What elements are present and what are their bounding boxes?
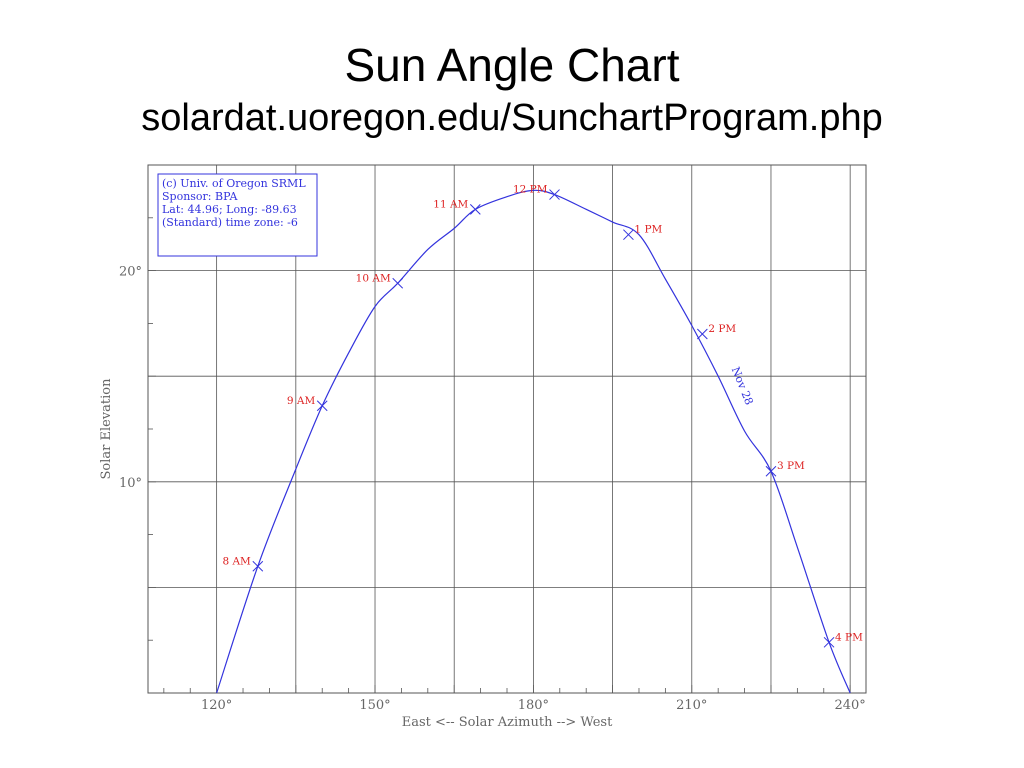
hour-marker-cross — [623, 229, 634, 241]
legend-line: (c) Univ. of Oregon SRML — [162, 177, 306, 190]
hour-marker-label: 4 PM — [835, 631, 863, 643]
hour-marker: 1 PM — [623, 224, 663, 241]
hour-marker-label: 11 AM — [433, 198, 468, 210]
axis-ticks: 120° 150° 180° 210° 240° 10° 20° — [119, 217, 866, 713]
hour-marker-cross — [696, 328, 708, 340]
hour-marker: 9 AM — [287, 395, 328, 412]
y-tick-label: 20° — [119, 265, 142, 280]
hour-marker: 4 PM — [823, 631, 863, 648]
hour-marker-label: 10 AM — [356, 272, 391, 284]
slide-subtitle: solardat.uoregon.edu/SunchartProgram.php — [141, 97, 883, 139]
slide-title: Sun Angle Chart — [344, 39, 680, 91]
hour-marker: 10 AM — [356, 272, 404, 289]
hour-marker: 11 AM — [433, 198, 481, 215]
series-label: Nov 28 — [729, 365, 756, 407]
x-tick-label: 120° — [201, 698, 232, 713]
grid — [148, 165, 866, 693]
legend-box-frame — [157, 173, 318, 257]
legend-line: Lat: 44.96; Long: -89.63 — [162, 203, 297, 216]
legend-line: Sponsor: BPA — [162, 190, 238, 203]
hour-marker: 2 PM — [696, 323, 736, 340]
hour-marker-label: 12 PM — [513, 184, 548, 196]
hour-marker: 12 PM — [513, 184, 560, 200]
hour-marker-label: 3 PM — [777, 460, 805, 472]
y-axis-label: Solar Elevation — [99, 378, 114, 480]
hour-marker-cross — [549, 189, 560, 200]
x-tick-label: 180° — [518, 698, 549, 713]
x-tick-label: 240° — [834, 698, 865, 713]
hour-marker-cross — [316, 400, 328, 412]
hour-marker-label: 9 AM — [287, 395, 316, 407]
legend-box: (c) Univ. of Oregon SRML Sponsor: BPA La… — [157, 173, 318, 257]
hour-marker-label: 8 AM — [222, 555, 251, 567]
hour-markers: 8 AM 9 AM 10 AM 11 AM 12 PM 1 PM 2 PM 3 PM 4 PM — [222, 184, 863, 648]
hour-marker-label: 1 PM — [634, 224, 662, 236]
legend-line: (Standard) time zone: -6 — [162, 216, 298, 229]
hour-marker-cross — [392, 277, 404, 289]
hour-marker-cross — [469, 203, 481, 215]
hour-marker-cross — [823, 636, 835, 648]
hour-marker: 3 PM — [765, 460, 805, 477]
x-tick-label: 210° — [676, 698, 707, 713]
hour-marker-cross — [252, 560, 264, 572]
hour-marker-label: 2 PM — [708, 323, 736, 335]
hour-marker-cross — [765, 465, 777, 477]
series-line-nov-28 — [216, 189, 851, 694]
slide-header: Sun Angle Chart solardat.uoregon.edu/Sun… — [0, 36, 1024, 142]
x-tick-label: 150° — [359, 698, 390, 713]
hour-marker: 8 AM — [222, 555, 264, 572]
y-tick-label: 10° — [119, 476, 142, 491]
x-axis-label: East <-- Solar Azimuth --> West — [402, 715, 613, 730]
